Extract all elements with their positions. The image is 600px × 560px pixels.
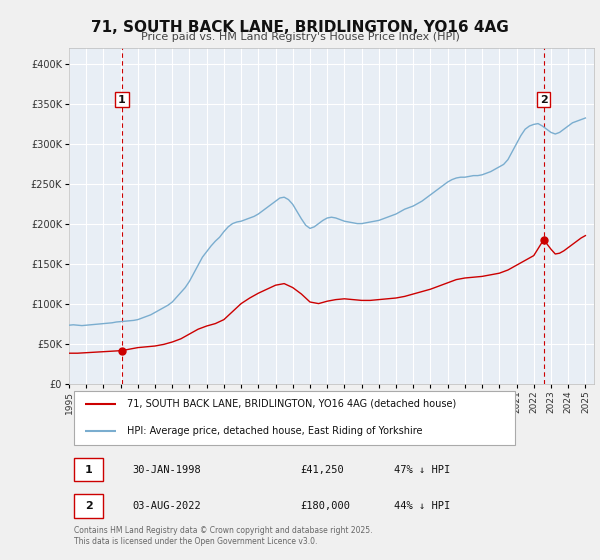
Text: 71, SOUTH BACK LANE, BRIDLINGTON, YO16 4AG (detached house): 71, SOUTH BACK LANE, BRIDLINGTON, YO16 4… (127, 399, 456, 409)
Text: HPI: Average price, detached house, East Riding of Yorkshire: HPI: Average price, detached house, East… (127, 426, 422, 436)
Text: 30-JAN-1998: 30-JAN-1998 (132, 465, 201, 475)
Text: 47% ↓ HPI: 47% ↓ HPI (395, 465, 451, 475)
Text: 1: 1 (85, 465, 92, 475)
Text: 2: 2 (540, 95, 548, 105)
FancyBboxPatch shape (74, 458, 103, 482)
Text: 44% ↓ HPI: 44% ↓ HPI (395, 501, 451, 511)
Text: 2: 2 (85, 501, 92, 511)
Text: Contains HM Land Registry data © Crown copyright and database right 2025.
This d: Contains HM Land Registry data © Crown c… (74, 526, 373, 546)
Text: 71, SOUTH BACK LANE, BRIDLINGTON, YO16 4AG: 71, SOUTH BACK LANE, BRIDLINGTON, YO16 4… (91, 20, 509, 35)
Text: 03-AUG-2022: 03-AUG-2022 (132, 501, 201, 511)
Text: Price paid vs. HM Land Registry's House Price Index (HPI): Price paid vs. HM Land Registry's House … (140, 32, 460, 43)
Text: £180,000: £180,000 (300, 501, 350, 511)
Text: £41,250: £41,250 (300, 465, 344, 475)
FancyBboxPatch shape (74, 390, 515, 445)
FancyBboxPatch shape (74, 494, 103, 518)
Text: 1: 1 (118, 95, 126, 105)
